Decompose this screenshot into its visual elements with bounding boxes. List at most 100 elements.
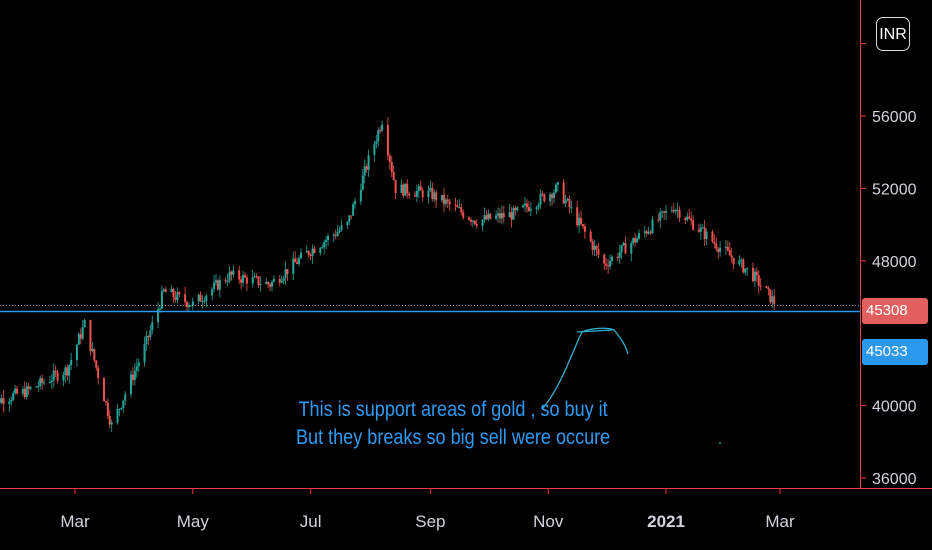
candle-body: [527, 207, 530, 211]
candle-body: [269, 284, 272, 287]
candle-body: [284, 269, 287, 279]
candle-body: [299, 252, 302, 259]
candle-body: [21, 388, 24, 394]
candle-body: [556, 182, 559, 185]
candle-body: [377, 130, 380, 142]
candle-body: [489, 213, 492, 219]
candle-body: [147, 335, 150, 338]
candle-body: [419, 186, 422, 191]
candle-body: [728, 250, 731, 256]
candle-body: [110, 422, 113, 425]
candle-body: [267, 282, 270, 285]
candle-body: [537, 204, 540, 208]
candle-body: [713, 241, 716, 244]
candle-body: [767, 287, 770, 290]
candle-body: [742, 259, 745, 273]
candle-body: [703, 227, 706, 240]
candle-body: [97, 367, 100, 379]
candle-body: [91, 348, 94, 352]
candle-body: [670, 210, 673, 212]
candle-body: [35, 386, 38, 388]
candle-body: [29, 387, 32, 389]
candle-body: [120, 407, 123, 409]
candle-body: [699, 227, 702, 232]
candle-body: [645, 231, 648, 234]
x-tick-label: 2021: [647, 512, 685, 531]
candle-body: [632, 238, 635, 244]
candle-body: [672, 210, 675, 212]
candle-body: [178, 292, 181, 295]
candle-body: [568, 198, 571, 208]
candle-body: [41, 378, 44, 383]
candle-body: [280, 280, 283, 283]
candle-body: [243, 275, 246, 278]
candle-body: [442, 194, 445, 205]
candle-body: [118, 408, 121, 410]
candle-body: [690, 218, 693, 221]
candle-body: [271, 281, 274, 287]
candle-body: [433, 192, 436, 200]
candle-body: [170, 289, 173, 293]
support-level-tag: 45033: [862, 339, 928, 365]
candle-body: [462, 212, 465, 218]
candle-body: [321, 247, 324, 249]
candle-body: [307, 251, 310, 255]
candle-body: [765, 285, 768, 288]
candle-body: [705, 231, 708, 240]
candle-body: [151, 322, 154, 331]
candle-body: [213, 282, 216, 290]
candle-body: [697, 229, 700, 232]
candle-body: [684, 217, 687, 220]
candle-body: [39, 378, 42, 387]
candle-body: [23, 388, 26, 398]
candle-body: [458, 207, 461, 209]
chart-annotation: This is support areas of gold , so buy i…: [296, 396, 610, 452]
candle-body: [471, 220, 474, 222]
candle-body: [751, 267, 754, 282]
annotation-arrow: [541, 327, 629, 410]
candle-body: [0, 398, 1, 403]
candlestick-series: [0, 116, 776, 433]
candle-body: [388, 155, 391, 163]
candle-body: [630, 243, 633, 254]
candle-body: [570, 207, 573, 209]
candle-body: [616, 256, 619, 258]
candle-body: [402, 184, 405, 196]
candle-body: [52, 370, 55, 381]
candle-body: [429, 187, 432, 191]
candle-body: [325, 240, 328, 242]
candle-body: [332, 234, 335, 236]
candle-body: [54, 370, 57, 373]
candle-body: [313, 248, 316, 253]
candle-body: [620, 245, 623, 253]
candle-body: [475, 223, 478, 227]
candle-body: [624, 243, 627, 254]
currency-button[interactable]: INR: [876, 17, 910, 51]
candle-body: [0, 398, 3, 403]
candle-body: [510, 212, 513, 220]
candle-body: [676, 209, 679, 211]
candle-body: [350, 215, 353, 217]
candle-body: [363, 166, 366, 176]
x-tick-label: Sep: [415, 512, 445, 531]
candle-body: [649, 231, 652, 233]
candle-body: [562, 182, 565, 204]
candle-body: [726, 246, 729, 251]
candle-body: [485, 215, 488, 220]
candle-body: [481, 219, 484, 227]
candle-body: [674, 210, 677, 212]
candle-body: [334, 234, 337, 236]
candle-body: [352, 204, 355, 216]
y-tick-label: 48000: [872, 254, 917, 271]
candle-body: [715, 243, 718, 249]
candle-body: [609, 261, 612, 267]
candle-body: [81, 327, 84, 339]
candle-body: [191, 301, 194, 306]
candle-body: [711, 231, 714, 242]
candle-body: [348, 215, 351, 222]
candle-body: [740, 259, 743, 261]
candle-body: [172, 289, 175, 298]
candle-body: [773, 296, 776, 305]
candle-body: [218, 280, 221, 290]
